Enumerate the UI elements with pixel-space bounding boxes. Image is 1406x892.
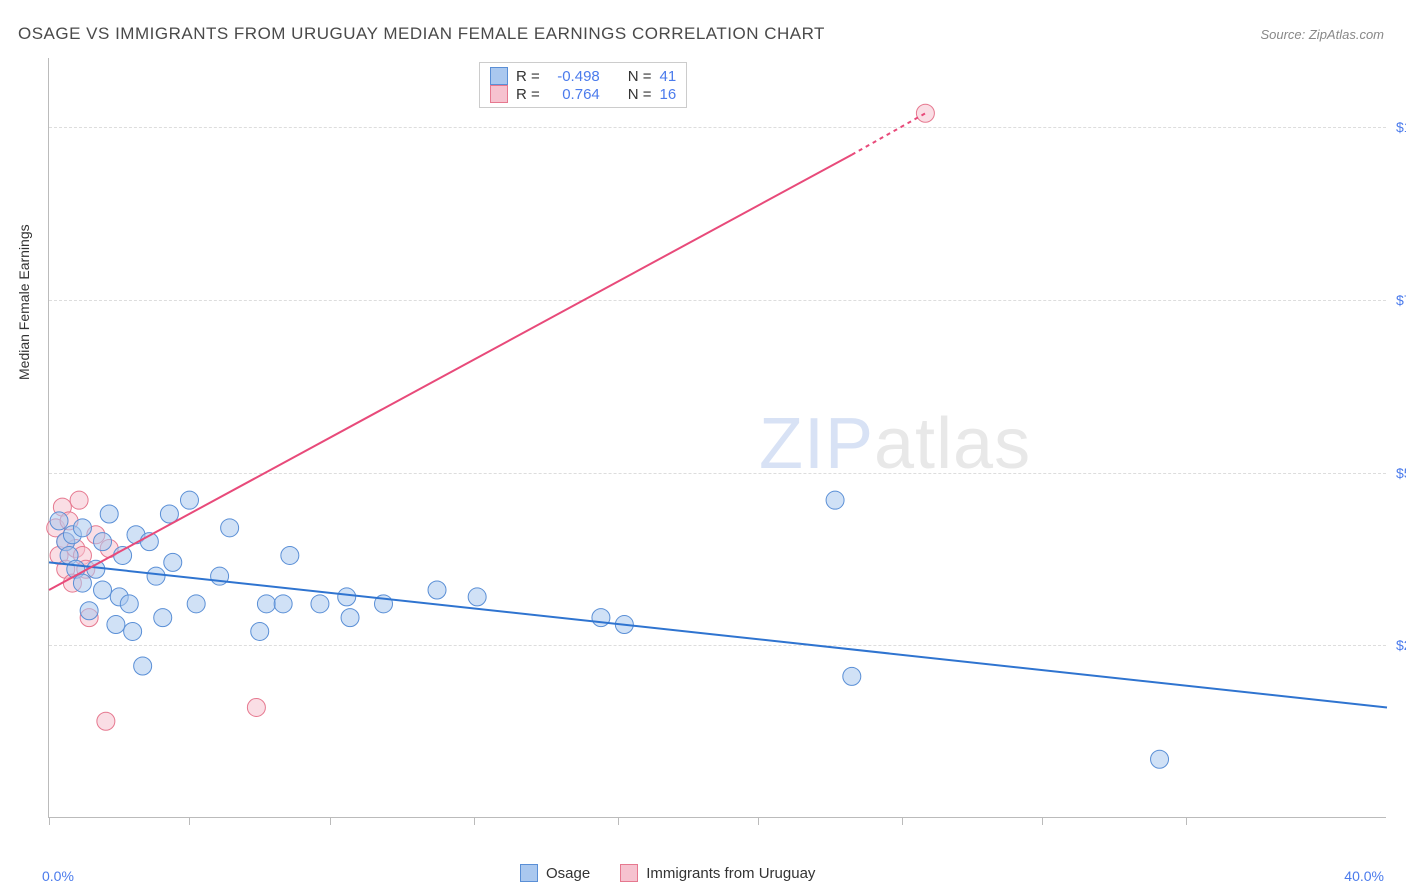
plot-area: ZIPatlas $25,000$50,000$75,000$100,000 R…: [48, 58, 1386, 818]
data-point: [251, 622, 269, 640]
data-point: [80, 602, 98, 620]
legend-item-uruguay: Immigrants from Uruguay: [620, 864, 815, 882]
data-point: [281, 546, 299, 564]
data-point: [826, 491, 844, 509]
data-point: [70, 491, 88, 509]
data-point: [87, 560, 105, 578]
data-point: [73, 519, 91, 537]
trend-line: [49, 562, 1387, 707]
data-point: [843, 667, 861, 685]
x-tick: [1042, 817, 1043, 825]
y-tick-label: $25,000: [1396, 637, 1406, 653]
data-point: [592, 609, 610, 627]
data-point: [94, 581, 112, 599]
data-point: [428, 581, 446, 599]
data-point: [100, 505, 118, 523]
swatch-osage: [520, 864, 538, 882]
data-point: [124, 622, 142, 640]
x-tick: [330, 817, 331, 825]
y-tick-label: $50,000: [1396, 465, 1406, 481]
data-point: [147, 567, 165, 585]
stats-row-osage: R = -0.498 N = 41: [490, 67, 676, 85]
x-tick: [1186, 817, 1187, 825]
x-tick: [474, 817, 475, 825]
data-point: [221, 519, 239, 537]
data-point: [97, 712, 115, 730]
trend-line: [49, 155, 852, 590]
swatch-uruguay: [490, 85, 508, 103]
data-point: [164, 553, 182, 571]
x-tick: [902, 817, 903, 825]
data-point: [50, 512, 68, 530]
x-tick: [758, 817, 759, 825]
source-attribution: Source: ZipAtlas.com: [1260, 27, 1384, 42]
stats-row-uruguay: R = 0.764 N = 16: [490, 85, 676, 103]
data-point: [134, 657, 152, 675]
data-point: [154, 609, 172, 627]
r-label: R =: [516, 86, 540, 103]
stats-box: R = -0.498 N = 41 R = 0.764 N = 16: [479, 62, 687, 108]
x-tick: [189, 817, 190, 825]
data-point: [341, 609, 359, 627]
data-point: [120, 595, 138, 613]
y-tick-label: $100,000: [1396, 119, 1406, 135]
y-tick-label: $75,000: [1396, 292, 1406, 308]
x-axis-max: 40.0%: [1344, 868, 1384, 884]
data-point: [247, 698, 265, 716]
r-value-uruguay: 0.764: [548, 86, 600, 103]
data-point: [187, 595, 205, 613]
data-point: [94, 533, 112, 551]
chart-svg: [49, 58, 1386, 817]
x-axis-min: 0.0%: [42, 868, 74, 884]
legend-item-osage: Osage: [520, 864, 590, 882]
data-point: [180, 491, 198, 509]
n-value-uruguay: 16: [660, 86, 677, 103]
r-label: R =: [516, 68, 540, 85]
data-point: [107, 616, 125, 634]
y-axis-title: Median Female Earnings: [16, 224, 32, 380]
legend-label-uruguay: Immigrants from Uruguay: [646, 865, 815, 882]
data-point: [338, 588, 356, 606]
r-value-osage: -0.498: [548, 68, 600, 85]
x-tick: [618, 817, 619, 825]
swatch-uruguay: [620, 864, 638, 882]
data-point: [1151, 750, 1169, 768]
data-point: [468, 588, 486, 606]
x-tick: [49, 817, 50, 825]
data-point: [257, 595, 275, 613]
data-point: [311, 595, 329, 613]
bottom-legend: Osage Immigrants from Uruguay: [520, 864, 815, 882]
n-label: N =: [628, 68, 652, 85]
n-value-osage: 41: [660, 68, 677, 85]
legend-label-osage: Osage: [546, 865, 590, 882]
n-label: N =: [628, 86, 652, 103]
chart-title: OSAGE VS IMMIGRANTS FROM URUGUAY MEDIAN …: [18, 24, 825, 44]
data-point: [73, 574, 91, 592]
data-point: [274, 595, 292, 613]
trend-line: [852, 113, 926, 154]
swatch-osage: [490, 67, 508, 85]
